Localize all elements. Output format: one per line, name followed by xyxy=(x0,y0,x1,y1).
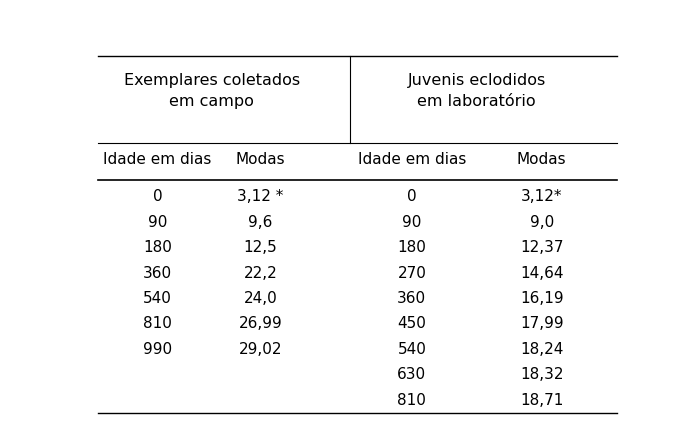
Text: Idade em dias: Idade em dias xyxy=(103,152,211,167)
Text: 810: 810 xyxy=(143,316,172,331)
Text: 18,32: 18,32 xyxy=(520,367,563,382)
Text: 90: 90 xyxy=(402,215,422,230)
Text: 14,64: 14,64 xyxy=(520,265,563,281)
Text: 3,12*: 3,12* xyxy=(521,189,563,204)
Text: 22,2: 22,2 xyxy=(244,265,277,281)
Text: 540: 540 xyxy=(143,291,172,306)
Text: 9,6: 9,6 xyxy=(248,215,272,230)
Text: 360: 360 xyxy=(397,291,426,306)
Text: 180: 180 xyxy=(143,240,172,255)
Text: 180: 180 xyxy=(397,240,426,255)
Text: 26,99: 26,99 xyxy=(239,316,282,331)
Text: 630: 630 xyxy=(397,367,426,382)
Text: 16,19: 16,19 xyxy=(520,291,563,306)
Text: 0: 0 xyxy=(153,189,163,204)
Text: 90: 90 xyxy=(148,215,168,230)
Text: Modas: Modas xyxy=(235,152,285,167)
Text: 450: 450 xyxy=(397,316,426,331)
Text: Idade em dias: Idade em dias xyxy=(357,152,466,167)
Text: 360: 360 xyxy=(143,265,172,281)
Text: 3,12 *: 3,12 * xyxy=(237,189,283,204)
Text: 29,02: 29,02 xyxy=(239,342,282,357)
Text: 12,37: 12,37 xyxy=(520,240,563,255)
Text: 24,0: 24,0 xyxy=(244,291,277,306)
Text: 990: 990 xyxy=(143,342,172,357)
Text: 810: 810 xyxy=(397,392,426,407)
Text: 270: 270 xyxy=(397,265,426,281)
Text: Modas: Modas xyxy=(517,152,567,167)
Text: 540: 540 xyxy=(397,342,426,357)
Text: 9,0: 9,0 xyxy=(530,215,554,230)
Text: 18,24: 18,24 xyxy=(520,342,563,357)
Text: 18,71: 18,71 xyxy=(520,392,563,407)
Text: 0: 0 xyxy=(407,189,417,204)
Text: Juvenis eclodidos
em laboratório: Juvenis eclodidos em laboratório xyxy=(408,73,546,109)
Text: 12,5: 12,5 xyxy=(244,240,277,255)
Text: 17,99: 17,99 xyxy=(520,316,563,331)
Text: Exemplares coletados
em campo: Exemplares coletados em campo xyxy=(124,73,299,109)
